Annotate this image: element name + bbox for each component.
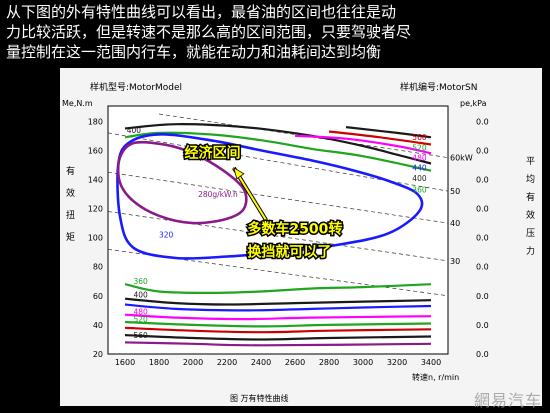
curve-value-label: 520 xyxy=(134,315,149,324)
x-tick-label: 2400 xyxy=(251,358,271,367)
fuel-curve xyxy=(124,341,432,347)
x-tick-label: 3400 xyxy=(421,358,441,367)
fuel-curve xyxy=(124,283,432,294)
right-tick-label: 0.0 xyxy=(476,205,489,214)
power-line-label: 30 xyxy=(450,257,460,266)
right-tick-label: 0.0 xyxy=(476,175,489,184)
power-line-label: 60kW xyxy=(450,154,473,163)
right-tick-label: 0.0 xyxy=(476,350,489,359)
x-tick-label: 2600 xyxy=(285,358,305,367)
right-tick-label: 0.0 xyxy=(476,263,489,272)
curve-labels: 60kW504030560520480440400360360400480520… xyxy=(127,126,473,340)
curve-value-label: 560 xyxy=(134,331,149,340)
y-left-title-char: 扭 xyxy=(66,209,75,221)
y-left-title-char: 矩 xyxy=(66,231,75,243)
header-left: 样机型号:MotorModel xyxy=(90,81,182,93)
y-tick-label: 140 xyxy=(88,175,103,184)
watermark-logo: 網易汽车 xyxy=(473,391,542,410)
x-tick-label: 2200 xyxy=(217,358,237,367)
plot-frame xyxy=(107,105,449,355)
y-left-unit: Me,N.m xyxy=(62,99,93,108)
y-right-title-char: 力 xyxy=(526,245,535,257)
y-right-title-char: 平 xyxy=(526,156,535,167)
x-tick-label: 3000 xyxy=(353,358,373,367)
curve-value-label: 280g/kW.h xyxy=(198,190,238,199)
annotation-rpm-hint-1: 多数车2500转 xyxy=(247,220,342,237)
y-right-title-char: 效 xyxy=(526,209,535,221)
caption-line-1: 从下图的外有特性曲线可以看出，最省油的区间也往往是动 xyxy=(6,3,397,21)
annotation-arrow-head xyxy=(233,166,245,180)
curve-value-label: 400 xyxy=(412,174,427,183)
power-line xyxy=(108,211,448,262)
curve-value-label: 560 xyxy=(412,133,427,142)
fuel-curve xyxy=(124,297,432,306)
right-tick-label: 0.0 xyxy=(476,292,489,301)
y-tick-label: 100 xyxy=(88,234,103,243)
header-right: 样机编号:MotorSN xyxy=(400,81,478,93)
power-line xyxy=(108,171,448,224)
fuel-curve xyxy=(124,131,432,172)
right-tick-label: 0.0 xyxy=(476,146,489,155)
annotation-rpm-hint-2: 换挡就可以了 xyxy=(247,244,331,261)
y-tick-label: 60 xyxy=(93,292,103,301)
y-tick-label: 120 xyxy=(88,205,103,214)
fuel-curve xyxy=(116,133,424,260)
fuel-curve xyxy=(124,326,432,334)
x-tick-label: 1600 xyxy=(115,358,135,367)
y-right-unit: pe,kPa xyxy=(460,99,487,108)
caption-line-2: 力比较活跃，但是转速不是那么高的区间范围，只要驾驶者尽 xyxy=(6,23,412,41)
right-tick-label: 0.0 xyxy=(476,321,489,330)
fuel-curves xyxy=(116,123,432,347)
caption: 从下图的外有特性曲线可以看出，最省油的区间也往往是动 力比较活跃，但是转速不是那… xyxy=(6,2,546,62)
fuel-curve xyxy=(124,303,432,312)
x-tick-label: 2800 xyxy=(319,358,339,367)
fuel-curve xyxy=(116,140,248,225)
fuel-curve xyxy=(328,130,432,146)
x-tick-label: 3200 xyxy=(387,358,407,367)
caption-line-3: 量控制在这一范围内行车，就能在动力和油耗间达到均衡 xyxy=(6,43,382,61)
y-right-title-char: 有 xyxy=(526,191,535,203)
curve-value-label: 360 xyxy=(134,277,149,286)
curve-value-label: 520 xyxy=(412,143,427,152)
fuel-curve xyxy=(124,313,432,321)
y-tick-label: 180 xyxy=(88,117,103,126)
annotation-economy-zone: 经济区间 xyxy=(185,145,241,162)
y-tick-label: 20 xyxy=(93,350,103,359)
y-tick-label: 160 xyxy=(88,146,103,155)
curve-value-label: 480 xyxy=(412,154,427,163)
figure-title: 图 万有特性曲线 xyxy=(230,393,289,403)
axes: 20 0.0 40 0.0 60 0.0 80 0.0 100 0.0 120 0.0 140 0.0 16… xyxy=(66,105,535,367)
chart-panel: 样机型号:MotorModel 样机编号:MotorSN Me,N.m pe,k… xyxy=(60,68,542,406)
power-line-label: 40 xyxy=(450,219,460,228)
fuel-curve xyxy=(124,320,432,328)
fuel-curve xyxy=(124,334,432,341)
fuel-curve xyxy=(294,134,432,155)
right-tick-label: 0.0 xyxy=(476,234,489,243)
y-left-title-char: 效 xyxy=(66,187,75,199)
curve-value-label: 400 xyxy=(134,290,149,299)
curve-value-label: 480 xyxy=(134,308,149,317)
x-tick-label: 2000 xyxy=(183,358,203,367)
y-tick-label: 80 xyxy=(93,263,103,272)
right-tick-label: 0.0 xyxy=(476,117,489,126)
curve-value-label: 400 xyxy=(127,126,142,135)
y-right-title-char: 压 xyxy=(526,228,535,239)
fuel-map-chart: 样机型号:MotorModel 样机编号:MotorSN Me,N.m pe,k… xyxy=(62,81,535,403)
y-left-title-char: 有 xyxy=(66,165,75,177)
curve-value-label: 440 xyxy=(412,164,427,173)
y-tick-label: 40 xyxy=(93,321,103,330)
x-tick-label: 1800 xyxy=(149,358,169,367)
x-axis-label: 转速n, r/min xyxy=(412,372,459,382)
y-right-title-char: 均 xyxy=(526,173,535,185)
power-line-label: 50 xyxy=(450,187,460,196)
curve-value-label: 360 xyxy=(412,186,427,195)
curve-value-label: 320 xyxy=(159,231,174,240)
fuel-curve xyxy=(345,126,432,139)
